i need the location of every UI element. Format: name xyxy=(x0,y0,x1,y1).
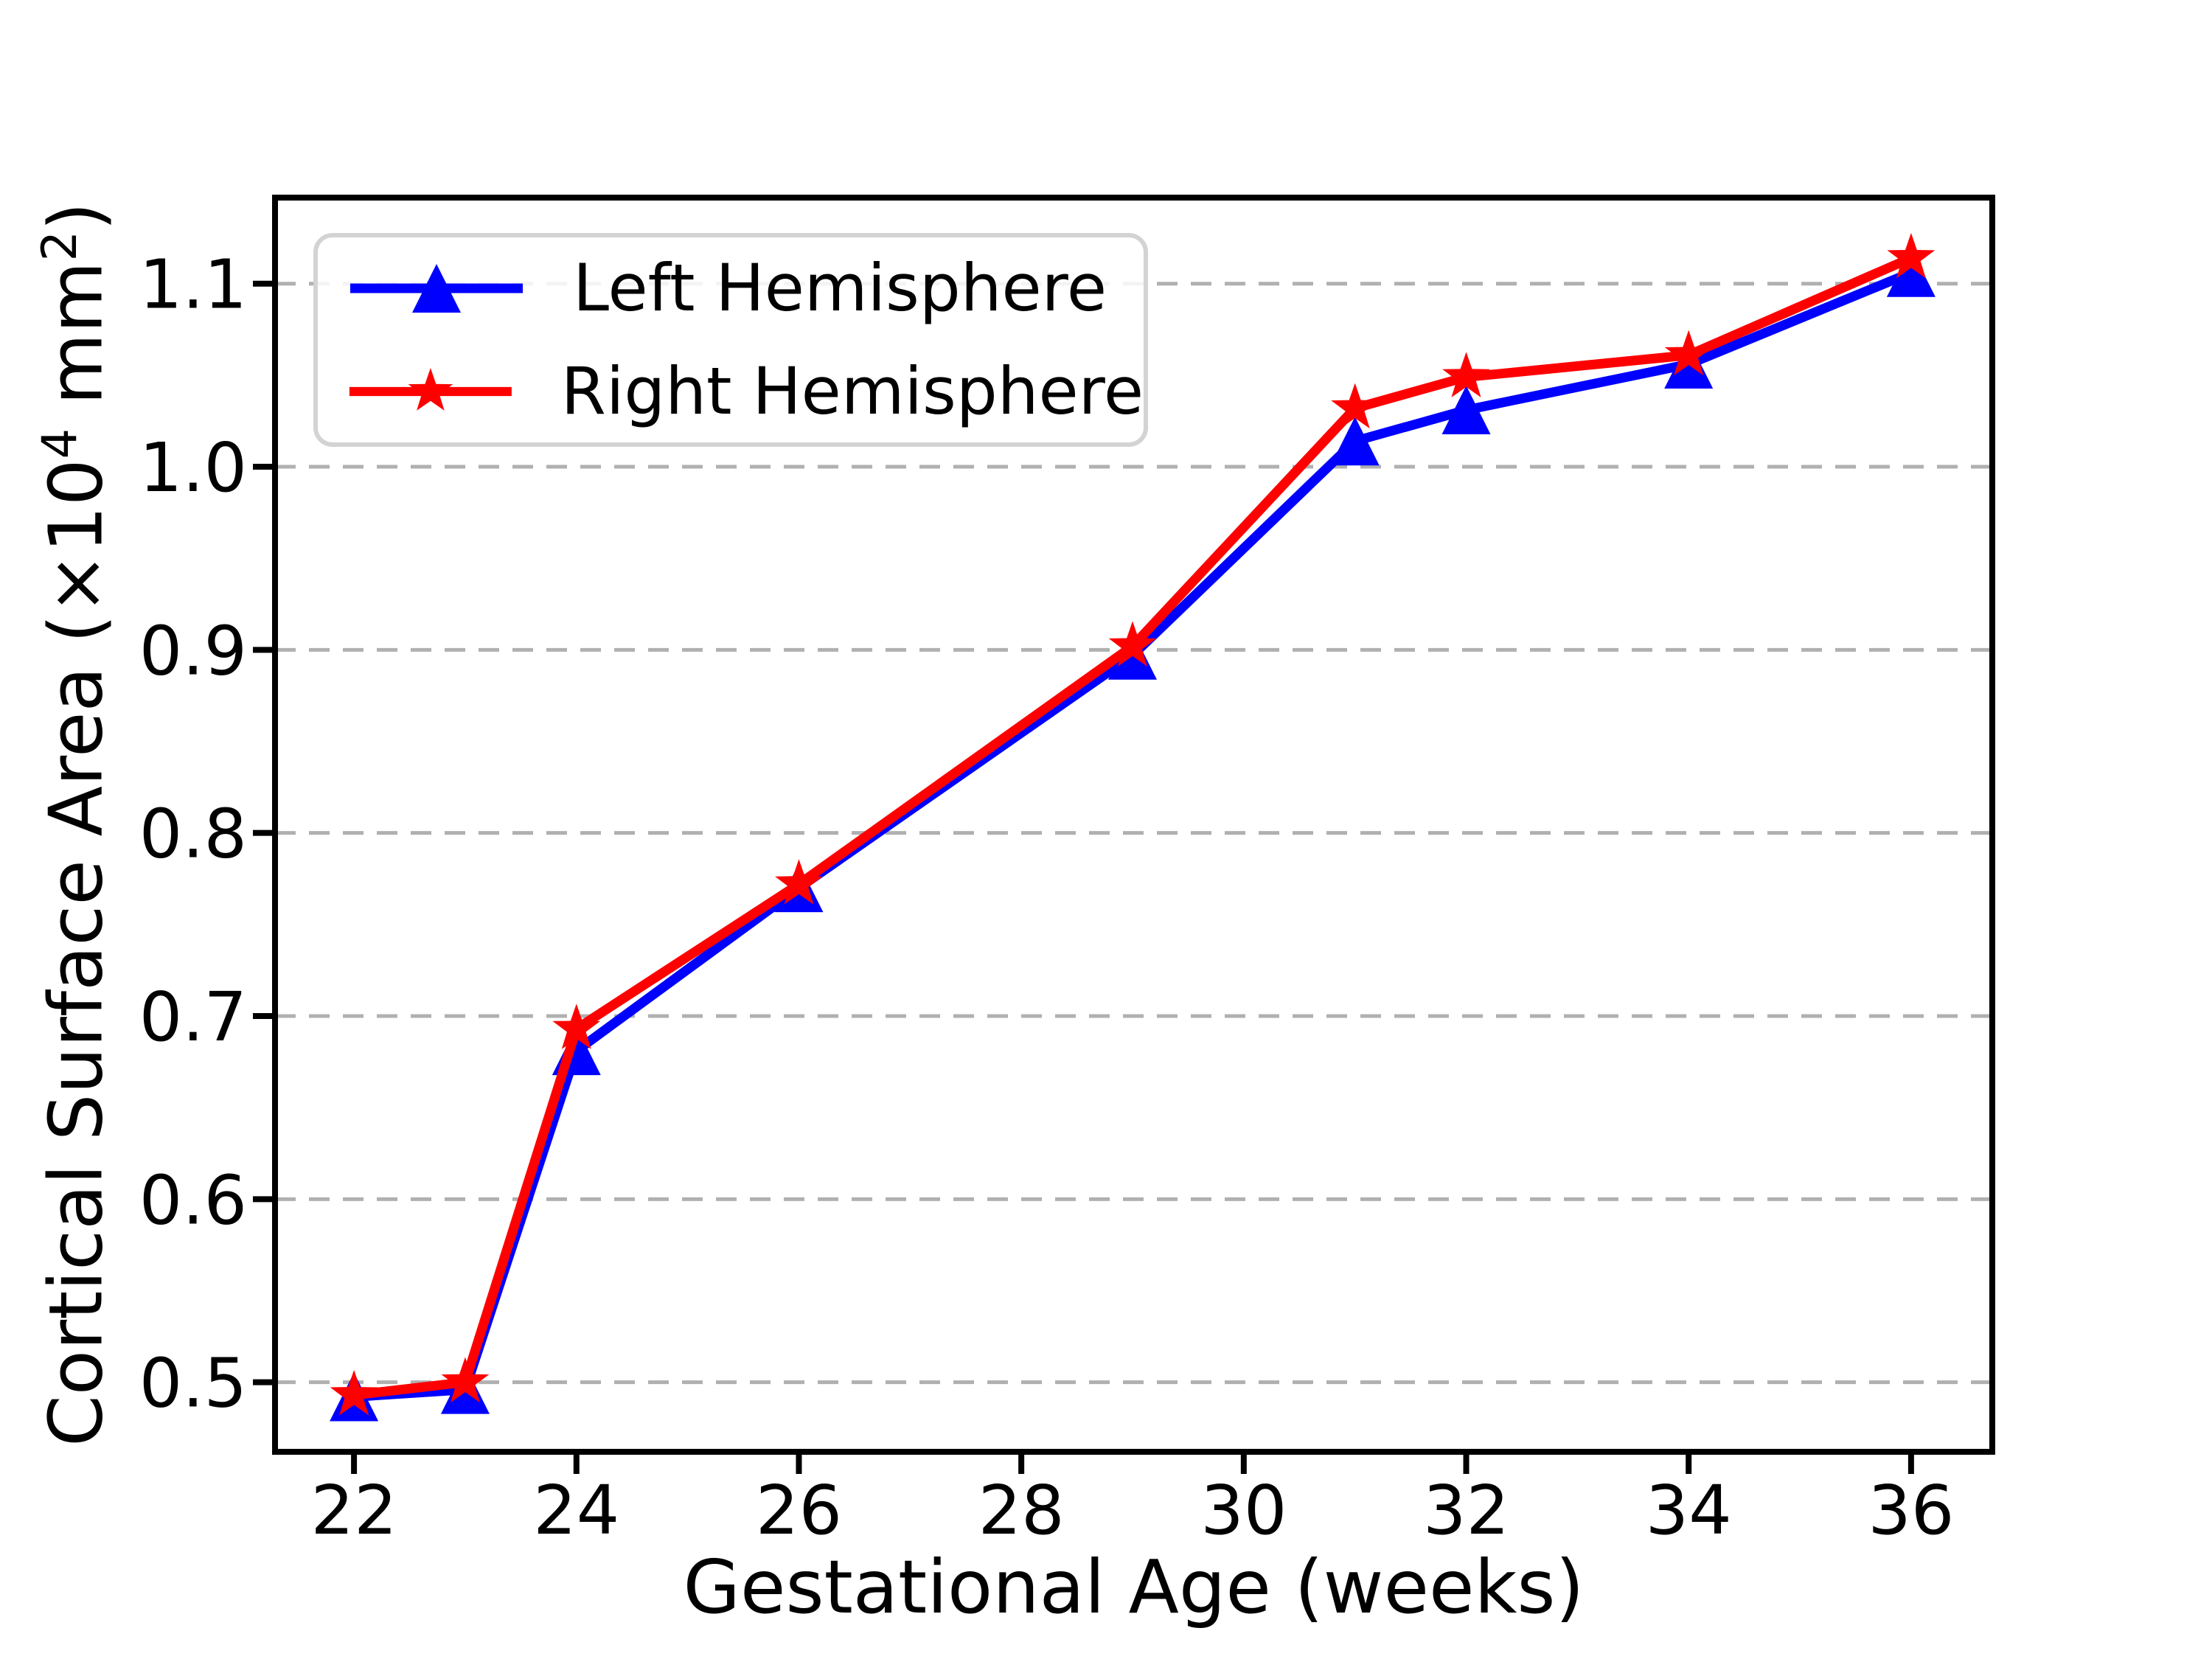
star-marker xyxy=(330,1370,378,1416)
legend-item-right-hemisphere: Right Hemisphere xyxy=(337,345,1144,438)
y-axis-label-prefix: Cortical Surface Area (×10 xyxy=(32,459,119,1447)
y-axis-label: Cortical Surface Area (×104 mm2) xyxy=(32,161,136,1488)
y-tick-label: 0.5 xyxy=(139,1344,247,1423)
star-marker-icon xyxy=(349,368,512,411)
x-tick-label: 32 xyxy=(1423,1471,1509,1550)
star-marker xyxy=(441,1357,490,1403)
y-axis-label-suffix: ) xyxy=(32,202,119,232)
star-marker xyxy=(1331,383,1379,429)
plot-border xyxy=(272,195,1995,1455)
triangle-up-marker xyxy=(1330,417,1380,466)
x-tick-label: 22 xyxy=(311,1471,397,1550)
x-tick-label: 34 xyxy=(1646,1471,1732,1550)
star-marker xyxy=(1108,621,1157,667)
star-marker xyxy=(552,1004,601,1049)
y-tick-label: 0.6 xyxy=(139,1161,247,1239)
y-tick-label: 1.0 xyxy=(139,428,247,507)
x-tick-label: 24 xyxy=(533,1471,619,1550)
y-tick-label: 1.1 xyxy=(139,246,247,324)
y-axis-label-exponent-4: 4 xyxy=(32,428,88,459)
y-axis-label-exponent-2: 2 xyxy=(32,231,88,262)
y-tick-label: 0.7 xyxy=(139,978,247,1057)
x-tick-label: 36 xyxy=(1868,1471,1954,1550)
legend-label-right-hemisphere: Right Hemisphere xyxy=(560,353,1144,429)
x-tick-label: 26 xyxy=(756,1471,842,1550)
legend: Left Hemisphere Right Hemisphere xyxy=(313,233,1148,447)
legend-label-left-hemisphere: Left Hemisphere xyxy=(573,250,1107,326)
legend-item-left-hemisphere: Left Hemisphere xyxy=(337,242,1144,335)
x-tick-label: 28 xyxy=(978,1471,1065,1550)
star-marker xyxy=(1664,330,1713,376)
triangle-up-marker xyxy=(1886,248,1935,297)
triangle-up-marker xyxy=(1441,386,1491,435)
star-marker xyxy=(775,859,823,905)
triangle-up-marker xyxy=(412,264,461,313)
x-tick-label: 30 xyxy=(1200,1471,1287,1550)
x-axis-label: Gestational Age (weeks) xyxy=(683,1544,1585,1630)
y-axis-label-mid: mm xyxy=(32,261,119,428)
triangle-marker-icon xyxy=(350,264,523,313)
star-marker xyxy=(408,368,453,411)
star-marker xyxy=(1442,352,1490,397)
star-marker xyxy=(1887,232,1935,279)
y-tick-label: 0.8 xyxy=(139,795,247,874)
y-tick-label: 0.9 xyxy=(139,611,247,690)
